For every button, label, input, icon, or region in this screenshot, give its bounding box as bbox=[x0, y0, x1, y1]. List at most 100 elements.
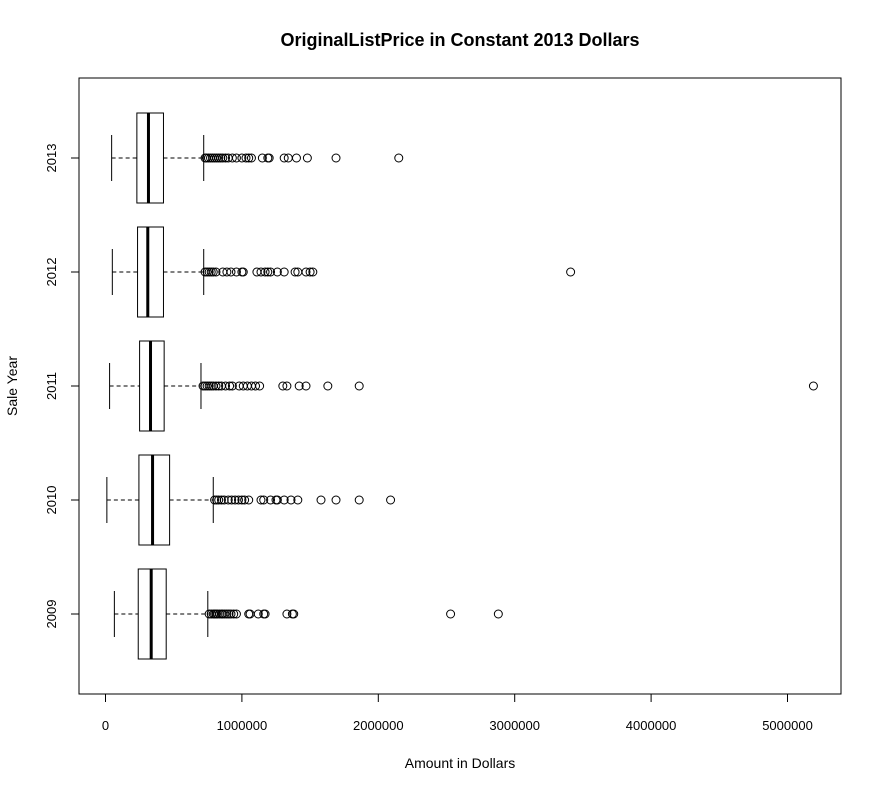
outlier-point bbox=[301, 267, 311, 277]
y-tick-label: 2010 bbox=[44, 486, 59, 515]
outlier-point bbox=[259, 495, 269, 505]
outlier-point bbox=[231, 267, 241, 277]
outlier-point bbox=[244, 495, 254, 505]
outlier-point bbox=[257, 153, 267, 163]
x-tick-label: 5000000 bbox=[762, 718, 813, 733]
box-2009 bbox=[113, 568, 503, 660]
outlier-point bbox=[221, 153, 231, 163]
outlier-point bbox=[279, 495, 289, 505]
outlier-point bbox=[279, 153, 289, 163]
outlier-point bbox=[301, 381, 311, 391]
x-axis-label: Amount in Dollars bbox=[405, 755, 516, 771]
outlier-point bbox=[272, 267, 282, 277]
outlier-point bbox=[272, 495, 282, 505]
outlier-point bbox=[255, 381, 265, 391]
outlier-point bbox=[323, 381, 333, 391]
outlier-point bbox=[244, 153, 254, 163]
x-axis: 0 1000000 2000000 3000000 4000000 5000000 bbox=[102, 693, 813, 733]
outlier-point bbox=[240, 495, 250, 505]
outlier-point bbox=[354, 495, 364, 505]
outlier-point bbox=[231, 153, 241, 163]
outlier-point bbox=[308, 267, 318, 277]
outlier-point bbox=[354, 381, 364, 391]
outlier-point bbox=[286, 495, 296, 505]
outlier-point bbox=[233, 495, 243, 505]
outlier-point bbox=[291, 153, 301, 163]
outlier-point bbox=[566, 267, 576, 277]
outlier-point bbox=[221, 381, 231, 391]
outlier-point bbox=[260, 267, 270, 277]
iqr-box bbox=[137, 226, 164, 318]
outlier-point bbox=[305, 267, 315, 277]
outlier-point bbox=[218, 153, 228, 163]
outlier-point bbox=[260, 609, 270, 619]
iqr-box bbox=[136, 112, 164, 204]
outlier-point bbox=[264, 153, 274, 163]
box-2011 bbox=[109, 340, 818, 432]
outlier-point bbox=[302, 153, 312, 163]
box-2010 bbox=[106, 454, 396, 546]
outlier-point bbox=[230, 495, 240, 505]
outlier-point bbox=[293, 495, 303, 505]
outlier-point bbox=[279, 267, 289, 277]
outlier-point bbox=[241, 153, 251, 163]
outlier-point bbox=[227, 153, 237, 163]
outlier-point bbox=[256, 267, 266, 277]
outlier-point bbox=[256, 495, 266, 505]
outlier-point bbox=[216, 495, 226, 505]
outlier-point bbox=[222, 267, 232, 277]
outlier-point bbox=[229, 609, 239, 619]
box-2013 bbox=[111, 112, 404, 204]
outlier-point bbox=[446, 609, 456, 619]
outlier-point bbox=[212, 495, 222, 505]
outlier-point bbox=[211, 267, 221, 277]
x-tick-label: 2000000 bbox=[353, 718, 404, 733]
y-tick-label: 2009 bbox=[44, 600, 59, 629]
outlier-point bbox=[211, 381, 221, 391]
outlier-point bbox=[214, 381, 224, 391]
y-tick-label: 2013 bbox=[44, 144, 59, 173]
outlier-point bbox=[231, 609, 241, 619]
y-axis: 2009 2010 2011 2012 2013 bbox=[44, 144, 80, 629]
chart-title: OriginalListPrice in Constant 2013 Dolla… bbox=[280, 30, 639, 50]
outlier-point bbox=[238, 267, 248, 277]
box-series bbox=[106, 112, 818, 660]
x-tick-label: 4000000 bbox=[626, 718, 677, 733]
outlier-point bbox=[282, 609, 292, 619]
outlier-point bbox=[237, 495, 247, 505]
outlier-point bbox=[282, 381, 292, 391]
outlier-point bbox=[266, 267, 276, 277]
outlier-point bbox=[394, 153, 404, 163]
outlier-point bbox=[253, 609, 263, 619]
x-tick-label: 3000000 bbox=[489, 718, 540, 733]
outlier-point bbox=[290, 267, 300, 277]
outlier-point bbox=[227, 495, 237, 505]
outlier-point bbox=[266, 495, 276, 505]
x-tick-label: 1000000 bbox=[217, 718, 268, 733]
outlier-point bbox=[226, 609, 236, 619]
outlier-point bbox=[208, 267, 218, 277]
outlier-point bbox=[808, 381, 818, 391]
outlier-point bbox=[226, 267, 236, 277]
y-axis-label: Sale Year bbox=[4, 356, 20, 416]
outlier-point bbox=[223, 495, 233, 505]
outlier-point bbox=[316, 495, 326, 505]
outlier-point bbox=[278, 381, 288, 391]
outlier-point bbox=[331, 153, 341, 163]
outlier-point bbox=[289, 609, 299, 619]
outlier-point bbox=[331, 495, 341, 505]
box-2012 bbox=[111, 226, 576, 318]
iqr-box bbox=[138, 454, 171, 546]
outlier-point bbox=[227, 381, 237, 391]
outlier-point bbox=[225, 381, 235, 391]
outlier-point bbox=[386, 495, 396, 505]
outlier-point bbox=[246, 153, 256, 163]
x-tick-label: 0 bbox=[102, 718, 109, 733]
y-tick-label: 2011 bbox=[44, 372, 59, 400]
outlier-point bbox=[251, 381, 261, 391]
outlier-point bbox=[237, 153, 247, 163]
outlier-point bbox=[214, 495, 224, 505]
outlier-point bbox=[493, 609, 503, 619]
outlier-point bbox=[294, 381, 304, 391]
